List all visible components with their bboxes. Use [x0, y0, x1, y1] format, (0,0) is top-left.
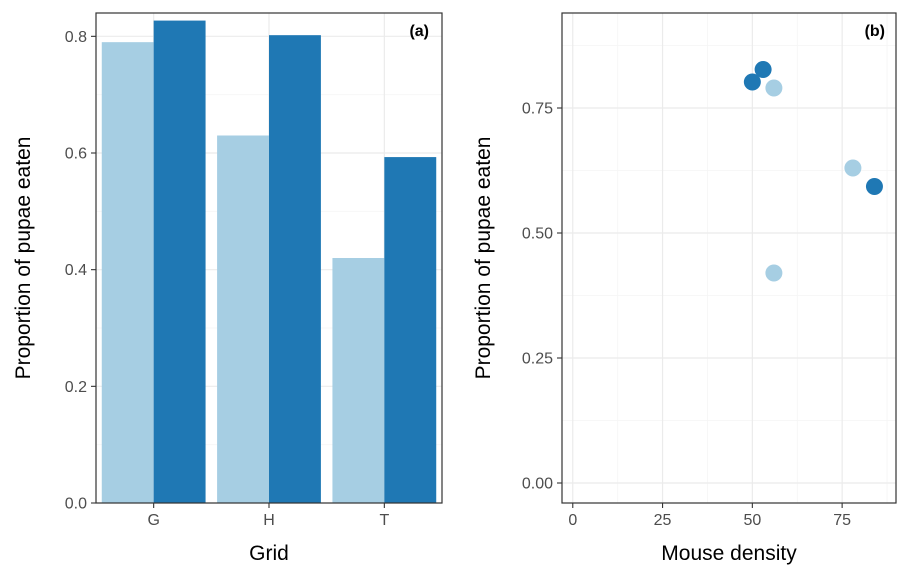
point-series2-2: [754, 61, 772, 78]
bar-H-1: [217, 135, 269, 503]
panel-a-x-tick-label: T: [379, 512, 389, 529]
panel-b-ticks: 0.00 0.25 0.50 0.75 0 25 50 75: [522, 101, 851, 530]
bar-T-2: [384, 157, 437, 504]
panel-a-y-tick-label: 0.6: [65, 146, 87, 163]
panel-b-y-tick-label: 0.25: [522, 351, 553, 368]
panel-b-y-tick-label: 0.00: [522, 476, 553, 493]
panel-b-x-tick-label: 75: [833, 512, 851, 529]
panel-b-x-tick-label: 25: [654, 512, 672, 529]
panel-b-y-tick-label: 0.50: [522, 226, 553, 243]
bar-G-2: [153, 20, 206, 503]
panel-b-points: [743, 61, 883, 282]
panel-b-y-axis-title: Proportion of pupae eaten: [472, 137, 495, 380]
point-series1-1: [765, 79, 783, 97]
panel-a-x-axis-title: Grid: [249, 542, 289, 565]
panel-b-label: (b): [865, 23, 885, 40]
panel-b-x-axis-title: Mouse density: [661, 542, 797, 565]
panel-b-gridlines: [562, 13, 896, 503]
panel-b-x-tick-label: 0: [568, 512, 577, 529]
panel-b-x-tick-label: 50: [743, 512, 761, 529]
panel-a: 0.0 0.2 0.4 0.6 0.8 G H T (a) Grid Proportion o…: [12, 12, 443, 565]
panel-b: 0.00 0.25 0.50 0.75 0 25 50 75 (b) Mouse densit…: [472, 12, 897, 565]
panel-a-y-tick-label: 0.8: [65, 29, 87, 46]
panel-a-y-axis-title: Proportion of pupae eaten: [12, 137, 35, 380]
bar-T-1: [332, 258, 385, 503]
point-series1-2: [844, 159, 862, 177]
panel-a-y-tick-label: 0.2: [65, 379, 87, 396]
panel-a-bars: [101, 20, 437, 504]
bar-H-2: [269, 35, 321, 504]
point-series1-3: [765, 264, 783, 282]
panel-a-y-tick-label: 0.4: [65, 262, 87, 279]
panel-a-ticks: 0.0 0.2 0.4 0.6 0.8 G H T: [65, 29, 390, 529]
point-series2-3: [865, 178, 883, 195]
panel-a-x-tick-label: H: [263, 512, 275, 529]
panel-a-label: (a): [409, 23, 429, 40]
bar-G-1: [101, 42, 154, 504]
panel-a-y-tick-label: 0.0: [65, 496, 87, 513]
panel-b-y-tick-label: 0.75: [522, 101, 553, 118]
panel-b-frame: [561, 12, 897, 504]
panel-a-x-tick-label: G: [147, 512, 159, 529]
point-series2-1: [743, 73, 761, 91]
